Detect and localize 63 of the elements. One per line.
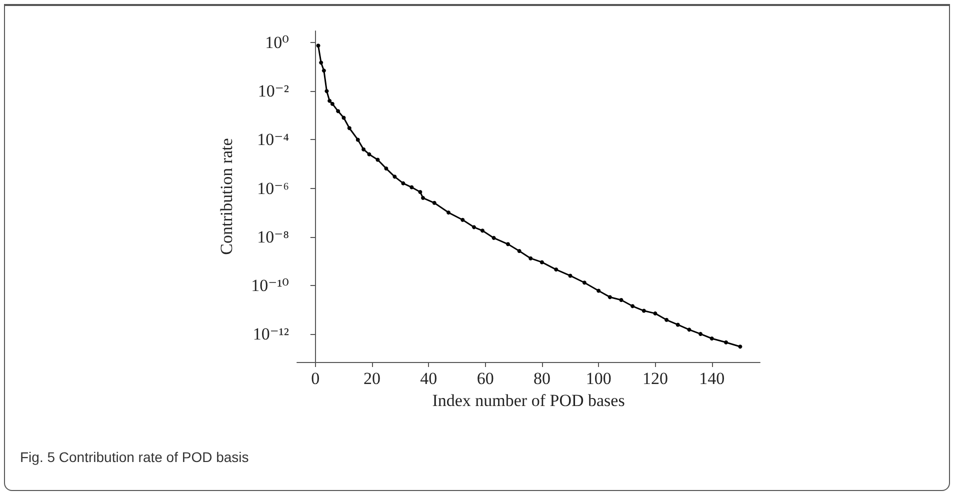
point: [506, 242, 510, 246]
point: [336, 109, 340, 114]
point: [724, 340, 728, 344]
point: [687, 328, 692, 332]
y-tick-label: 10⁻¹⁰: [251, 276, 290, 295]
point: [401, 181, 406, 186]
point: [619, 298, 624, 302]
point: [710, 336, 714, 340]
x-tick-label: 140: [699, 369, 725, 388]
point: [362, 147, 366, 152]
x-axis-title: Index number of POD bases: [432, 391, 625, 410]
point: [480, 228, 484, 233]
point: [676, 322, 680, 327]
point: [319, 60, 324, 65]
point: [554, 268, 558, 272]
point: [432, 200, 436, 205]
point: [347, 126, 352, 130]
point: [630, 304, 635, 308]
x-tick-label: 40: [420, 369, 438, 388]
y-tick-label: 10⁰: [265, 33, 290, 52]
point: [540, 260, 544, 264]
point: [410, 185, 414, 190]
point: [324, 89, 329, 94]
point: [376, 158, 380, 162]
y-tick-label: 10⁻⁶: [257, 178, 290, 198]
point: [460, 218, 465, 222]
x-tick-label: 120: [642, 369, 668, 388]
y-tick-label: 10⁻⁴: [257, 130, 290, 150]
point: [472, 225, 476, 230]
point: [738, 344, 742, 349]
y-axis-title: Contribution rate: [217, 138, 236, 255]
point: [421, 196, 426, 200]
point: [608, 295, 612, 300]
x-tick-label: 100: [586, 369, 612, 388]
x-tick-label: 0: [311, 369, 320, 388]
point: [642, 308, 646, 313]
caption: Fig. 5 Contribution rate of POD basis: [20, 449, 249, 465]
point: [698, 332, 703, 336]
point: [367, 152, 372, 156]
y-tick-label: 10⁻²: [258, 82, 289, 101]
point: [330, 102, 334, 106]
point: [446, 210, 450, 215]
point: [392, 174, 397, 179]
point: [596, 288, 601, 293]
point: [356, 138, 360, 142]
point: [568, 274, 572, 278]
point: [316, 44, 320, 48]
y-tick-label: 10⁻¹²: [252, 324, 289, 344]
point: [328, 98, 332, 103]
y-tick-label: 10⁻⁸: [257, 227, 290, 246]
point: [418, 190, 422, 194]
point: [528, 256, 533, 260]
point: [492, 236, 496, 240]
point: [342, 116, 346, 120]
x-tick-label: 60: [476, 369, 494, 388]
point: [517, 249, 522, 254]
x-tick-label: 20: [364, 369, 381, 388]
point: [582, 280, 586, 285]
point: [322, 68, 326, 73]
point: [384, 166, 388, 171]
point: [653, 311, 658, 316]
point: [664, 318, 669, 322]
x-tick-label: 80: [533, 369, 550, 388]
